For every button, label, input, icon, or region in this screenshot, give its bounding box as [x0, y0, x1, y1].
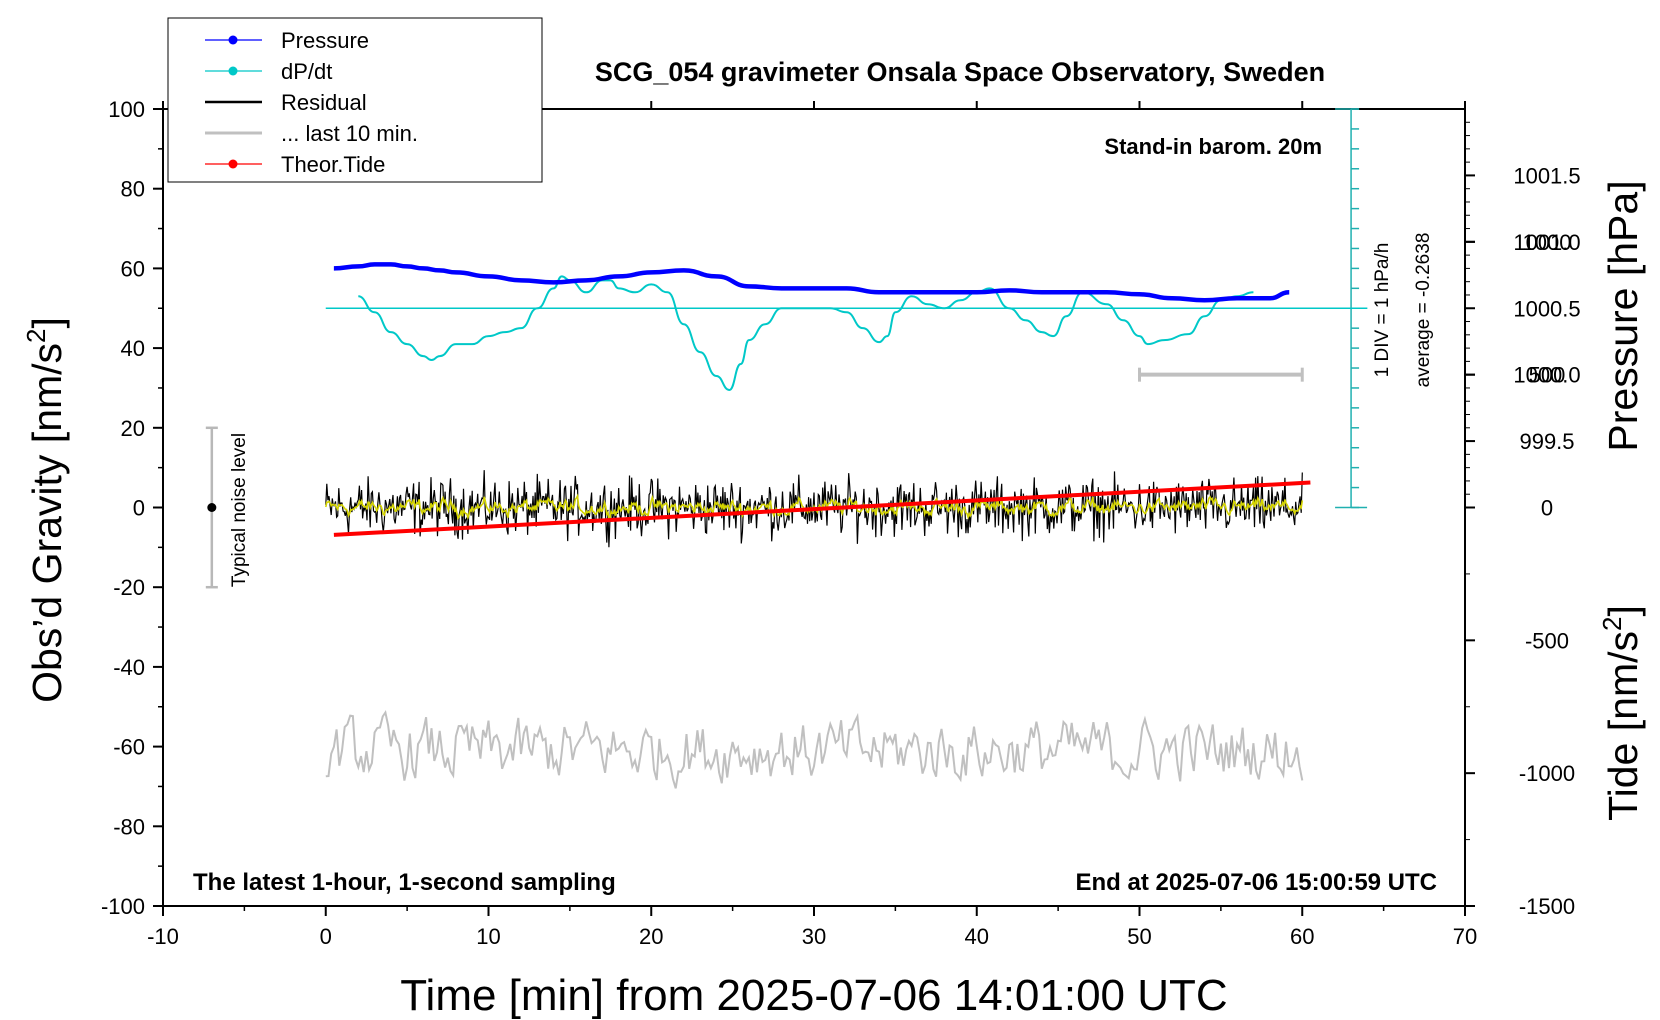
legend: Pressure dP/dt Residual ... last 10 min. The… — [167, 17, 543, 183]
y-tick-label: -20 — [113, 575, 145, 600]
pressure-tick-label: 1000.5 — [1513, 296, 1580, 321]
y-tick-label: 60 — [121, 256, 145, 281]
residual-series-line — [325, 470, 1303, 548]
y-tick-label: -60 — [113, 735, 145, 760]
x-tick-label: 30 — [802, 924, 826, 949]
tide-tick-label: -500 — [1525, 628, 1569, 653]
y-tick-label: 80 — [121, 177, 145, 202]
y-axis-label: Obs’d Gravity [nm/s2] — [21, 317, 70, 703]
series-layer — [205, 262, 1368, 789]
y-tick-label: -40 — [113, 655, 145, 680]
sampling-note: The latest 1-hour, 1-second sampling — [193, 869, 616, 896]
legend-label: ... last 10 min. — [281, 121, 418, 146]
pressure-tick-label: 1000.0 — [1513, 363, 1580, 388]
barometer-note: Stand-in barom. 20m — [1104, 134, 1322, 159]
x-tick-label: 60 — [1290, 924, 1314, 949]
pressure-tick-label: 1001.0 — [1513, 230, 1580, 255]
pressure-tick-label: 999.5 — [1519, 429, 1574, 454]
end-time-note: End at 2025-07-06 15:00:59 UTC — [1076, 869, 1438, 896]
y-tick-label: 40 — [121, 336, 145, 361]
noise-note: Typical noise level — [229, 433, 250, 587]
tide-tick-label: 500 — [1529, 363, 1566, 388]
div-note: 1 DIV = 1 hPa/h — [1372, 243, 1393, 378]
chart-title: SCG_054 gravimeter Onsala Space Observat… — [595, 57, 1325, 87]
x-axis-label: Time [min] from 2025-07-06 14:01:00 UTC — [400, 971, 1227, 1020]
x-tick-label: 20 — [639, 924, 663, 949]
legend-label: dP/dt — [281, 59, 332, 84]
residual-smooth-line — [325, 493, 1304, 522]
tide-tick-label: -1000 — [1519, 761, 1575, 786]
tide-series-line — [333, 480, 1311, 537]
pressure-tick-label: 1001.5 — [1513, 163, 1580, 188]
legend-box — [167, 17, 543, 183]
tide-tick-label: 0 — [1541, 496, 1553, 521]
x-tick-label: 40 — [965, 924, 989, 949]
last10-series-line — [325, 709, 1304, 789]
x-tick-label: 70 — [1453, 924, 1477, 949]
legend-marker — [228, 35, 238, 45]
y-tick-label: 0 — [133, 496, 145, 521]
tide-axis-label: Tide [nm/s2] — [1597, 605, 1646, 821]
y-tick-label: -100 — [101, 894, 145, 919]
x-tick-label: 50 — [1127, 924, 1151, 949]
axes: -10 0 10 20 30 40 50 60 70100806040200-20-40-60-… — [101, 97, 1581, 949]
legend-marker — [228, 66, 238, 76]
pressure-axis-label: Pressure [hPa] — [1600, 180, 1646, 451]
legend-label: Theor.Tide — [281, 152, 385, 177]
y-tick-label: -80 — [113, 814, 145, 839]
y-tick-label: 100 — [108, 97, 145, 122]
tide-tick-label: -1500 — [1519, 894, 1575, 919]
legend-label: Pressure — [281, 28, 369, 53]
noise-bar-center-dot — [207, 503, 217, 512]
tide-tick-label: 1000 — [1523, 230, 1572, 255]
pressure-series-line — [333, 262, 1290, 303]
average-note: average = -0.2638 — [1413, 233, 1434, 388]
legend-label: Residual — [281, 90, 367, 115]
legend-marker — [228, 159, 238, 169]
x-tick-label: 10 — [476, 924, 500, 949]
x-tick-label: 0 — [320, 924, 332, 949]
x-tick-label: -10 — [147, 924, 179, 949]
y-tick-label: 20 — [121, 416, 145, 441]
